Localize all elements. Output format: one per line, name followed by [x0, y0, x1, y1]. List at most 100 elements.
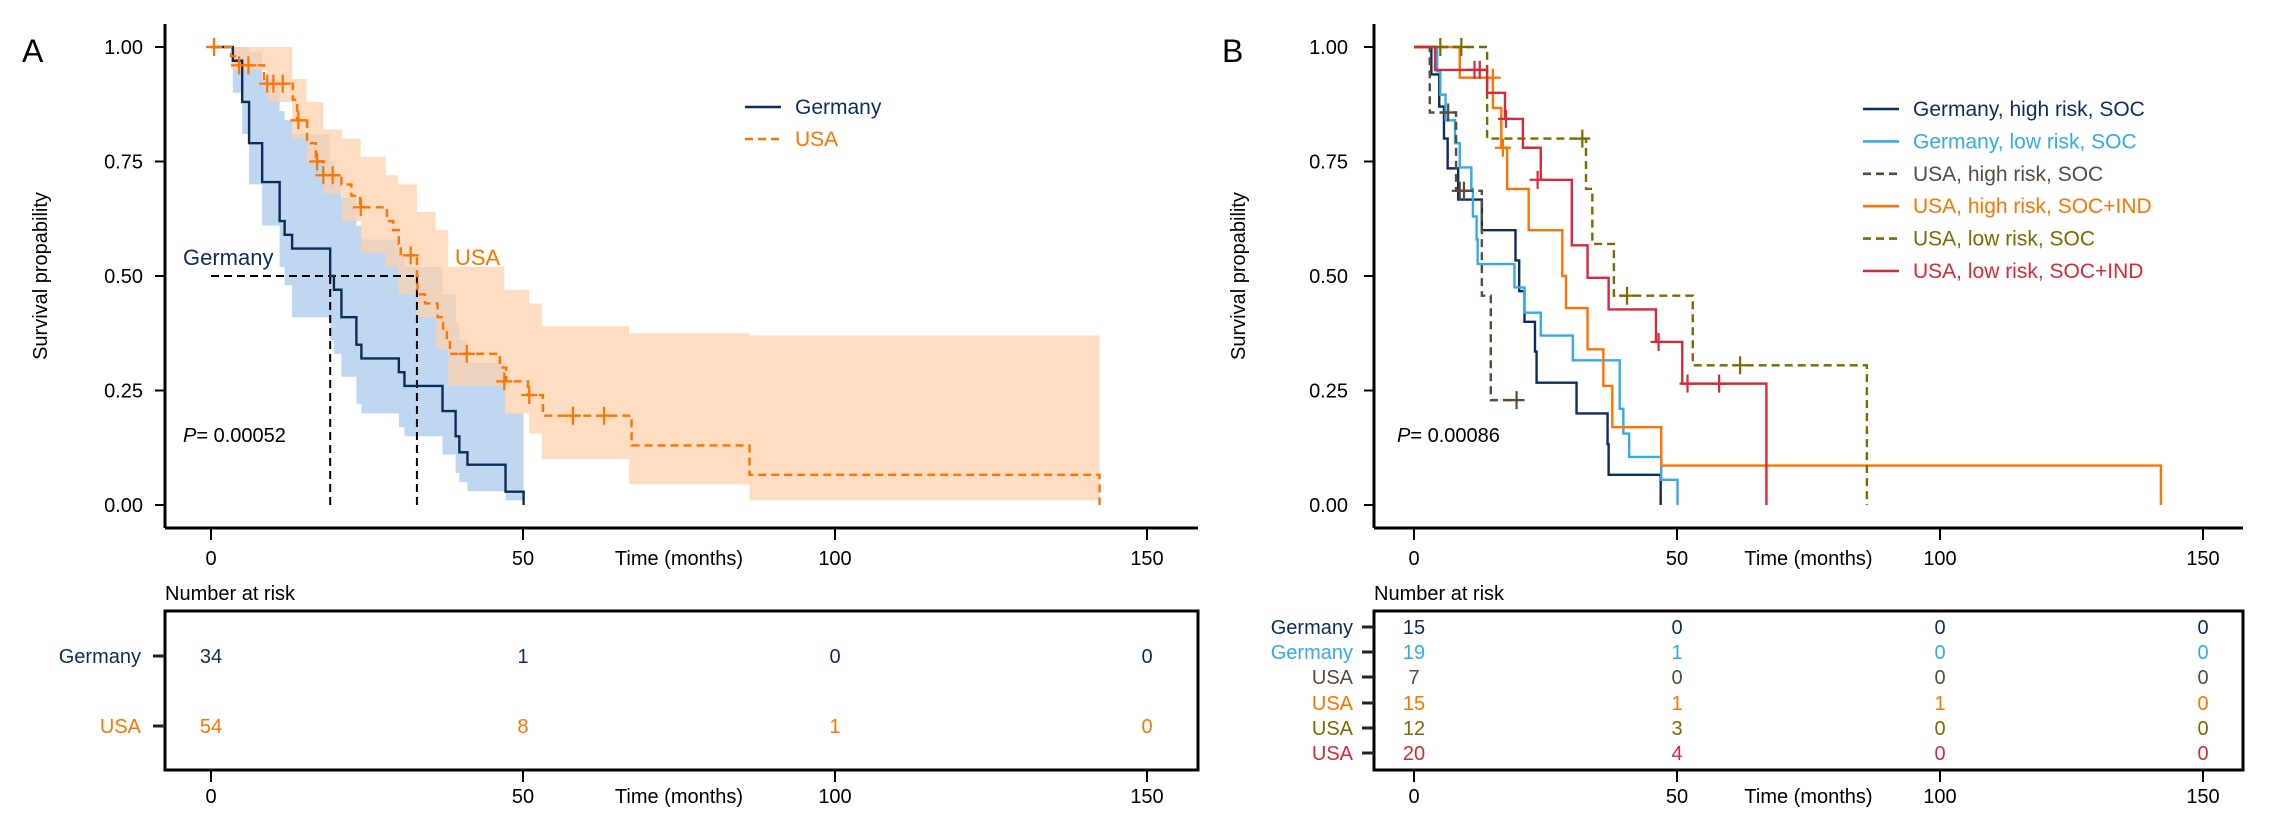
ci-band-1 [211, 47, 1100, 501]
risk-value: 0 [2197, 642, 2208, 664]
risk-row-label: Germany [1271, 617, 1353, 639]
risk-table-box [163, 609, 1200, 772]
x-axis-label: Time (months) [615, 548, 743, 570]
legend-entry-0: Germany, high risk, SOC [1913, 98, 2145, 121]
panel-label: B [1222, 33, 1243, 69]
risk-value: 1 [517, 646, 528, 668]
risk-value: 8 [517, 716, 528, 738]
risk-value: 0 [1671, 617, 1682, 639]
risk-value: 0 [829, 646, 840, 668]
legend-entry-1: USA [795, 128, 838, 151]
legend-entry-3: USA, high risk, SOC+IND [1913, 195, 2152, 218]
x-tick-label: 0 [205, 786, 216, 808]
risk-value: 4 [1671, 743, 1682, 765]
median-label: USA [455, 245, 501, 270]
legend-entry-1: Germany, low risk, SOC [1913, 130, 2137, 153]
ci-band-0 [211, 47, 524, 501]
y-tick-label: 0.00 [1309, 495, 1348, 517]
censor-mark-1-5 [274, 74, 291, 93]
censor-mark-5-5 [1679, 374, 1696, 393]
survival-curve-1 [1414, 45, 1679, 505]
risk-row-label: USA [1312, 693, 1354, 715]
risk-table-title: Number at risk [1374, 583, 1505, 605]
censor-mark-1-2 [240, 56, 257, 75]
risk-value: 1 [1934, 693, 1945, 715]
censor-mark-5-6 [1711, 374, 1728, 393]
risk-value: 0 [1934, 743, 1945, 765]
risk-value: 12 [1403, 718, 1425, 740]
p-value-label: P= 0.00052 [183, 425, 286, 447]
censor-mark-2-2 [1455, 181, 1472, 200]
risk-value: 0 [1934, 718, 1945, 740]
panel-a: A Survival propability 0.00 0.25 0.50 0.75 1.0… [22, 24, 1200, 808]
legend-entry-2: USA, high risk, SOC [1913, 163, 2103, 186]
x-tick-label: 100 [1923, 548, 1956, 570]
risk-row-label: USA [100, 716, 142, 738]
risk-value: 34 [200, 646, 222, 668]
risk-value: 19 [1403, 642, 1425, 664]
y-tick-label: 0.25 [104, 381, 143, 403]
risk-row-label: USA [1312, 743, 1354, 765]
risk-row-label: Germany [59, 646, 141, 668]
x-tick-label: 50 [1666, 786, 1688, 808]
x-tick-label: 50 [1666, 548, 1688, 570]
risk-row-label: Germany [1271, 642, 1353, 664]
x-tick-label: 150 [1130, 548, 1163, 570]
survival-curve-0 [211, 45, 525, 505]
censor-mark-1-14 [521, 386, 538, 405]
y-tick-label: 0.25 [1309, 381, 1348, 403]
risk-value: 54 [200, 716, 222, 738]
p-value: = 0.00086 [1410, 425, 1500, 447]
risk-value: 20 [1403, 743, 1425, 765]
censor-mark-1-10 [352, 198, 369, 217]
y-tick-label: 0.50 [104, 266, 143, 288]
p-value: = 0.00052 [196, 425, 286, 447]
legend-entry-0: Germany [795, 96, 882, 119]
risk-value: 0 [1934, 617, 1945, 639]
x-tick-label: 150 [2186, 548, 2219, 570]
risk-value: 15 [1403, 617, 1425, 639]
censor-mark-1-15 [564, 406, 581, 425]
censor-mark-4-3 [1619, 286, 1636, 305]
x-tick-label: 0 [1408, 548, 1419, 570]
censor-mark-2-0 [1440, 103, 1457, 122]
x-axis-label: Time (months) [615, 786, 743, 808]
survival-curve-2 [1414, 45, 1517, 402]
x-tick-label: 50 [512, 548, 534, 570]
censor-mark-5-3 [1529, 170, 1546, 189]
risk-value: 0 [2197, 743, 2208, 765]
censor-mark-1-7 [309, 152, 326, 171]
y-tick-label: 0.75 [104, 152, 143, 174]
survival-curve-3 [1414, 45, 2163, 505]
risk-value: 0 [2197, 718, 2208, 740]
censor-mark-4-1 [1453, 38, 1470, 56]
censor-mark-1-12 [458, 344, 475, 363]
risk-value: 0 [2197, 617, 2208, 639]
y-axis-label: Survival propability [1228, 192, 1250, 360]
risk-row-label: USA [1312, 718, 1354, 740]
risk-value: 0 [2197, 667, 2208, 689]
x-axis-label: Time (months) [1744, 786, 1872, 808]
x-tick-label: 50 [512, 786, 534, 808]
x-tick-label: 150 [2186, 786, 2219, 808]
legend-entry-4: USA, low risk, SOC [1913, 228, 2095, 251]
y-tick-label: 0.75 [1309, 152, 1348, 174]
censor-mark-1-6 [290, 111, 307, 130]
risk-value: 0 [1141, 716, 1152, 738]
panel-b: B Survival propability 0.00 0.25 0.50 0.75 1.0… [1222, 24, 2245, 808]
risk-value: 1 [1671, 642, 1682, 664]
panel-label: A [22, 33, 44, 69]
median-label: Germany [183, 245, 273, 270]
risk-value: 7 [1408, 667, 1419, 689]
p-value-label: P= 0.00086 [1397, 425, 1500, 447]
censor-mark-3-1 [1494, 138, 1511, 157]
censor-mark-1-0 [206, 38, 223, 56]
risk-value: 1 [829, 716, 840, 738]
censor-mark-4-4 [1732, 356, 1749, 375]
y-tick-label: 1.00 [104, 37, 143, 59]
x-tick-label: 0 [205, 548, 216, 570]
risk-value: 15 [1403, 693, 1425, 715]
x-tick-label: 150 [1130, 786, 1163, 808]
censor-mark-4-2 [1574, 129, 1591, 148]
